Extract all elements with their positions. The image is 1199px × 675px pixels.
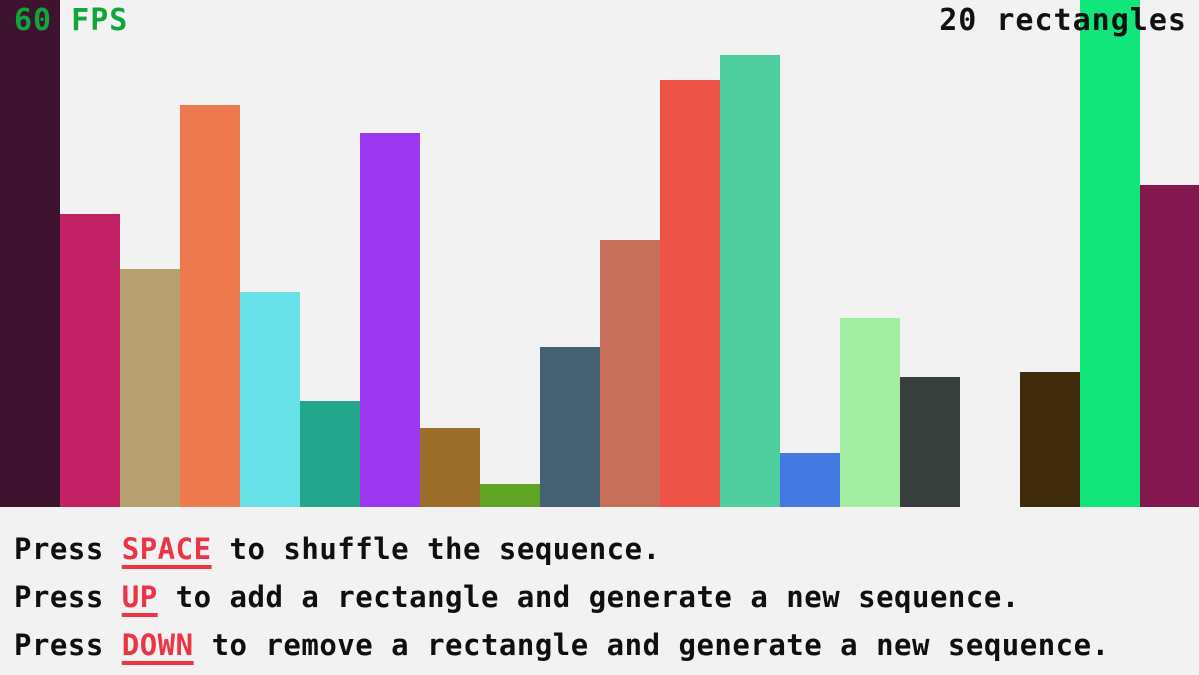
instruction-suffix: to remove a rectangle and generate a new… bbox=[193, 628, 1110, 662]
instructions-panel: Press SPACE to shuffle the sequence. Pres… bbox=[0, 507, 1199, 675]
instruction-suffix: to shuffle the sequence. bbox=[211, 532, 661, 566]
fps-counter: 60 FPS bbox=[14, 3, 129, 38]
rectangle-sequence-chart bbox=[0, 0, 1199, 507]
chart-bar bbox=[1140, 185, 1199, 507]
instruction-prefix: Press bbox=[14, 532, 122, 566]
chart-bar bbox=[600, 240, 660, 507]
chart-bar bbox=[360, 133, 420, 507]
instruction-line: Press UP to add a rectangle and generate… bbox=[14, 573, 1199, 621]
chart-bar bbox=[180, 105, 240, 507]
instruction-prefix: Press bbox=[14, 628, 122, 662]
chart-bar bbox=[420, 428, 480, 507]
instruction-prefix: Press bbox=[14, 580, 122, 614]
key-hint-down[interactable]: DOWN bbox=[121, 628, 194, 662]
chart-bar bbox=[660, 80, 720, 507]
chart-bar bbox=[540, 347, 600, 507]
chart-bar bbox=[780, 453, 840, 507]
chart-bar bbox=[840, 318, 900, 507]
chart-bar bbox=[120, 269, 180, 507]
chart-bar bbox=[900, 377, 960, 507]
chart-bar bbox=[240, 292, 300, 507]
rectangle-count-label: 20 rectangles bbox=[939, 3, 1187, 38]
chart-bar bbox=[720, 55, 780, 507]
chart-bar bbox=[1080, 0, 1140, 507]
key-hint-up[interactable]: UP bbox=[121, 580, 158, 614]
instruction-line: Press SPACE to shuffle the sequence. bbox=[14, 525, 1199, 573]
instruction-suffix: to add a rectangle and generate a new se… bbox=[157, 580, 1020, 614]
chart-bar bbox=[0, 0, 60, 507]
chart-bar bbox=[60, 214, 120, 507]
instruction-line: Press DOWN to remove a rectangle and gen… bbox=[14, 621, 1199, 669]
chart-bar bbox=[1020, 372, 1080, 507]
key-hint-space[interactable]: SPACE bbox=[121, 532, 212, 566]
chart-bar bbox=[480, 484, 540, 507]
chart-bar bbox=[300, 401, 360, 507]
